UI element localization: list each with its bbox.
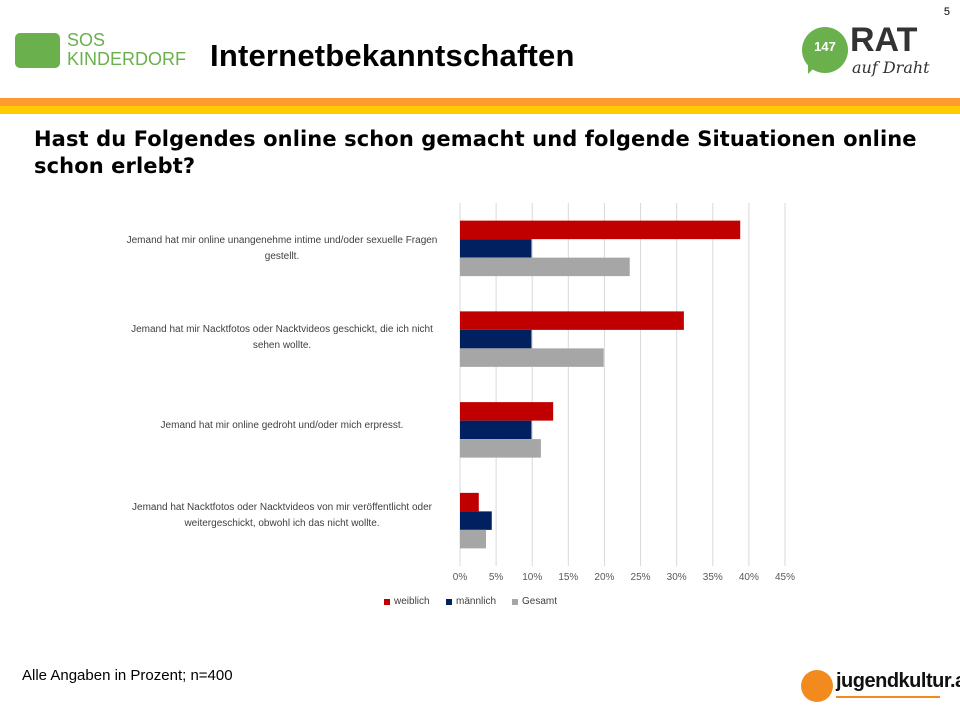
legend-item-weiblich: weiblich	[384, 596, 430, 607]
legend-label: männlich	[456, 596, 497, 607]
x-tick-label: 20%	[594, 572, 614, 583]
x-tick-label: 5%	[489, 572, 504, 583]
category-label: Jemand hat mir online gedroht und/oder m…	[160, 420, 404, 431]
slide-number: 5	[943, 6, 950, 18]
bar-gesamt	[460, 529, 486, 549]
page-title: Internetbekanntschaften	[210, 38, 575, 73]
question-heading: Hast du Folgendes online schon gemacht u…	[34, 127, 917, 178]
bar-gesamt	[460, 348, 604, 367]
bar-weiblich	[460, 220, 741, 240]
x-tick-label: 40%	[739, 572, 759, 583]
bar-maennlich	[460, 511, 492, 530]
x-tick-label: 25%	[631, 572, 651, 583]
jugendkultur-underline	[836, 696, 940, 698]
bar-maennlich	[460, 239, 532, 258]
jugendkultur-logo-icon	[801, 670, 833, 702]
footnote: Alle Angaben in Prozent; n=400	[22, 667, 233, 684]
bar-weiblich	[460, 402, 554, 421]
legend-item-maennlich: männlich	[446, 596, 496, 607]
legend-swatch	[512, 598, 518, 605]
x-tick-label: 15%	[558, 572, 578, 583]
legend-swatch	[446, 598, 452, 605]
bar-weiblich	[460, 492, 479, 512]
x-tick-label: 35%	[703, 572, 723, 583]
logo-line-2: KINDERDORF	[67, 49, 187, 69]
x-tick-label: 10%	[522, 572, 542, 583]
legend-item-gesamt: Gesamt	[512, 596, 557, 607]
category-label: Jemand hat Nacktfotos oder Nacktvideos v…	[132, 502, 432, 529]
jugendkultur-logo: jugendkultur.at	[836, 670, 960, 692]
legend-swatch	[384, 598, 390, 605]
bar-maennlich	[460, 329, 532, 349]
sos-kinderdorf-logo-text: SOS KINDERDORF	[67, 31, 186, 69]
legend-label: weiblich	[394, 596, 430, 607]
bar-gesamt	[460, 257, 630, 277]
header-band-yellow	[0, 106, 960, 114]
rat-auf-draht-badge: 147	[802, 27, 848, 73]
sos-kinderdorf-logo-icon	[15, 33, 60, 68]
bar-gesamt	[460, 439, 541, 458]
x-tick-label: 30%	[667, 572, 687, 583]
category-label: Jemand hat mir Nacktfotos oder Nacktvide…	[131, 324, 433, 351]
category-label: Jemand hat mir online unangenehme intime…	[126, 235, 438, 262]
rat-auf-draht-logo: RAT	[850, 21, 918, 59]
x-tick-label: 0%	[453, 572, 468, 583]
x-tick-label: 45%	[775, 572, 795, 583]
logo-line-1: SOS	[67, 30, 106, 50]
rat-auf-draht-subtitle: auf Draht	[852, 58, 930, 77]
bar-weiblich	[460, 311, 684, 330]
legend-label: Gesamt	[522, 596, 558, 607]
header-band-orange	[0, 98, 960, 106]
bar-maennlich	[460, 420, 532, 440]
